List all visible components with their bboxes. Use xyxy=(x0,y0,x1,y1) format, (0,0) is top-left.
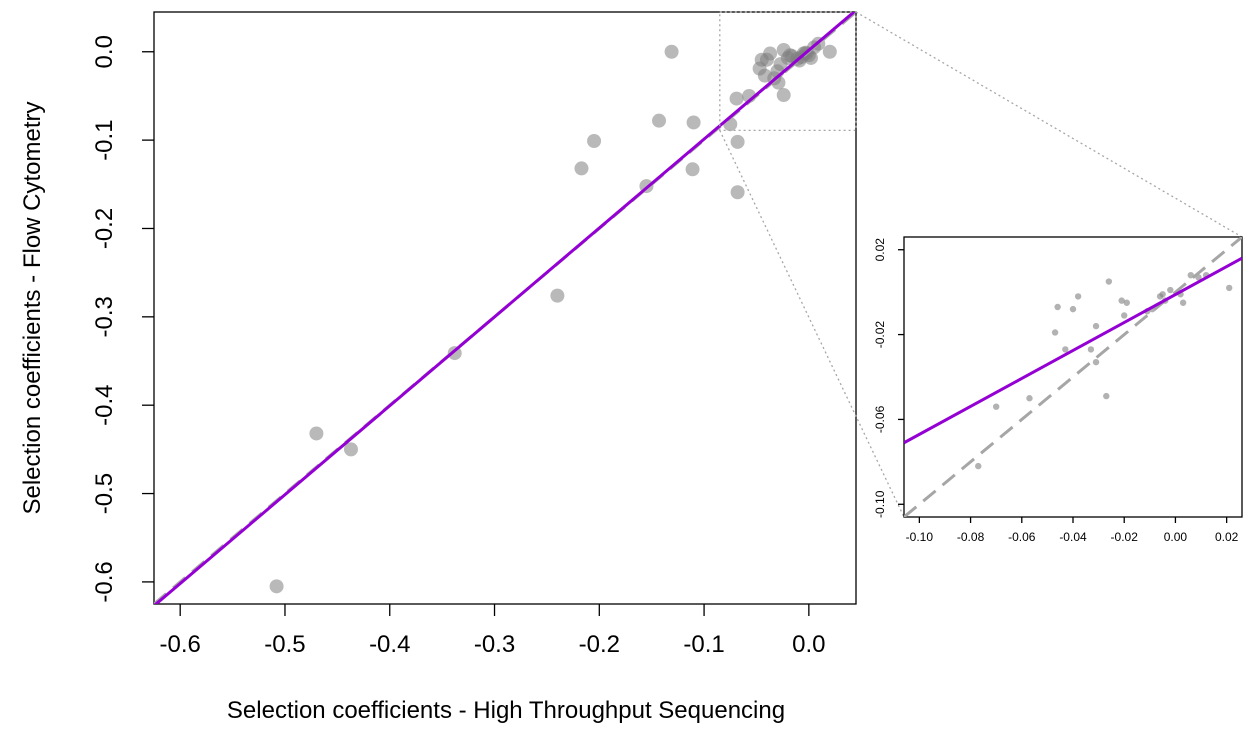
x-tick-label: -0.4 xyxy=(369,631,410,658)
data-point xyxy=(730,185,745,200)
data-point xyxy=(1051,329,1059,336)
y-tick-label: -0.3 xyxy=(91,296,118,337)
y-tick-label: -0.4 xyxy=(91,385,118,426)
data-point xyxy=(1121,312,1128,319)
x-tick-label: -0.2 xyxy=(579,631,620,658)
inset-panel: -0.10 -0.08 -0.06 -0.04 -0.02 0.00 0.02 -0.10 -0… xyxy=(873,236,1243,544)
data-point xyxy=(1087,346,1095,353)
y-tick-label: -0.02 xyxy=(873,321,887,349)
data-point xyxy=(1054,303,1061,311)
data-point xyxy=(652,113,667,128)
plot-area xyxy=(154,12,856,604)
data-point xyxy=(1074,293,1082,300)
data-point xyxy=(1062,346,1069,353)
data-point xyxy=(1092,322,1100,330)
data-point xyxy=(992,403,1000,410)
data-point xyxy=(975,462,982,470)
data-point xyxy=(763,46,778,61)
data-point xyxy=(1103,392,1110,400)
data-point xyxy=(730,134,745,149)
y-tick-label: -0.10 xyxy=(873,490,887,518)
x-tick-label: 0.0 xyxy=(792,631,825,658)
data-point xyxy=(1159,291,1166,298)
y-tick-label: 0.02 xyxy=(873,238,887,262)
y-tick-label: -0.6 xyxy=(91,561,118,602)
data-point xyxy=(269,579,284,594)
x-tick-label: -0.02 xyxy=(1111,530,1139,544)
x-tick-label: -0.6 xyxy=(160,631,201,658)
x-tick-label: 0.00 xyxy=(1164,530,1188,544)
x-tick-label: -0.10 xyxy=(906,530,934,544)
x-tick-label: -0.04 xyxy=(1059,530,1087,544)
data-point xyxy=(343,442,358,457)
x-axis-title: Selection coefficients - High Throughput… xyxy=(227,697,785,724)
data-point xyxy=(729,91,744,106)
zoom-connector xyxy=(719,130,905,518)
data-point xyxy=(776,88,791,103)
fit-line xyxy=(154,12,856,604)
data-point xyxy=(685,162,700,177)
data-point xyxy=(1092,358,1100,366)
plot-area xyxy=(904,237,1242,517)
main-panel: -0.6 -0.5 -0.4 -0.3 -0.2 -0.1 0.0 -0.6 -0.5 -0.4 -… xyxy=(91,11,857,658)
zoom-region xyxy=(719,11,857,132)
data-point xyxy=(664,44,679,59)
data-point xyxy=(1179,299,1187,306)
y-tick-label: 0.0 xyxy=(91,35,118,68)
data-point xyxy=(1167,286,1174,294)
identity-line xyxy=(904,237,1242,517)
y-axis-title: Selection coefficients - Flow Cytometry xyxy=(19,101,46,514)
x-tick-label: -0.3 xyxy=(474,631,515,658)
y-tick-label: -0.2 xyxy=(91,208,118,249)
zoom-connectors xyxy=(719,11,1243,518)
data-point xyxy=(587,134,602,149)
x-tick-label: -0.1 xyxy=(683,631,724,658)
data-point xyxy=(686,115,701,130)
x-tick-label: -0.06 xyxy=(1008,530,1036,544)
data-point xyxy=(1026,395,1033,402)
data-point xyxy=(1069,305,1077,313)
y-tick-label: -0.5 xyxy=(91,473,118,514)
data-point xyxy=(1105,278,1113,285)
zoom-connector xyxy=(855,11,1243,238)
x-tick-label: -0.08 xyxy=(957,530,985,544)
data-point xyxy=(822,44,837,59)
data-point xyxy=(574,161,589,176)
y-tick-label: -0.06 xyxy=(873,405,887,433)
x-tick-label: 0.02 xyxy=(1215,530,1239,544)
y-tick-label: -0.1 xyxy=(91,119,118,160)
data-point xyxy=(1225,284,1233,292)
x-tick-label: -0.5 xyxy=(264,631,305,658)
data-point xyxy=(309,426,324,441)
data-point xyxy=(1123,299,1130,306)
fit-line xyxy=(904,256,1242,445)
data-point xyxy=(550,288,565,303)
data-point xyxy=(1118,297,1125,304)
